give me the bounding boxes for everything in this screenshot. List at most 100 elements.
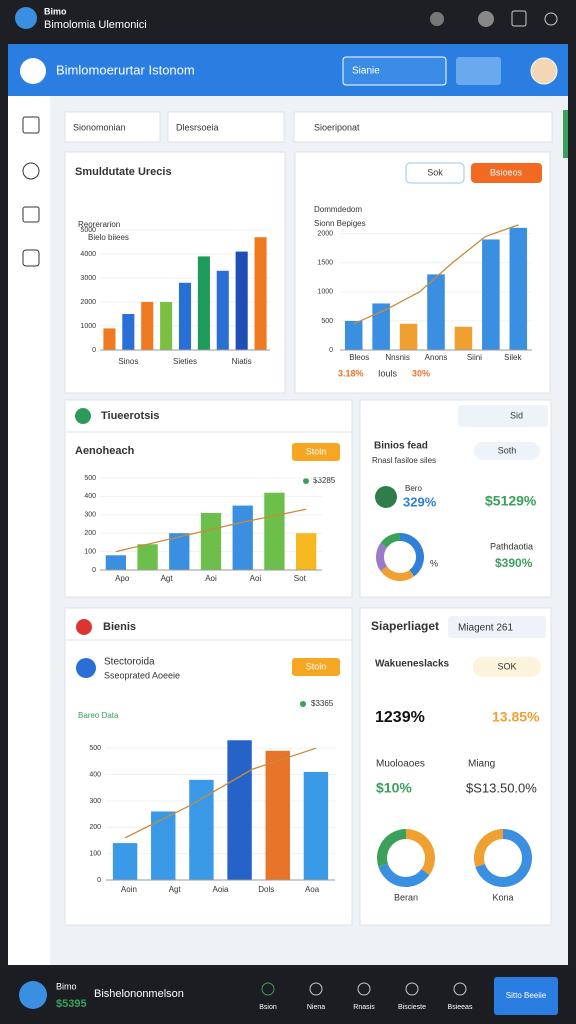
donut-segment bbox=[475, 829, 532, 887]
card bbox=[294, 151, 551, 394]
card-subtitle: Wakueneslacks bbox=[375, 659, 450, 670]
button[interactable] bbox=[405, 162, 465, 184]
search-box[interactable] bbox=[342, 56, 447, 86]
y-tick-label: 200 bbox=[89, 824, 101, 831]
dropdown[interactable] bbox=[458, 405, 548, 427]
donut-label: Beran bbox=[394, 892, 418, 902]
bar bbox=[227, 740, 252, 880]
nav-icon bbox=[309, 982, 323, 996]
tab-icon[interactable] bbox=[511, 10, 527, 27]
legend-dot bbox=[303, 478, 309, 484]
dropdown[interactable] bbox=[167, 111, 285, 143]
x-tick-label: Apo bbox=[115, 574, 130, 583]
dropdown-label: Dlesrsoeia bbox=[176, 122, 219, 132]
x-tick-label: Agt bbox=[161, 574, 174, 583]
action-button[interactable] bbox=[494, 977, 558, 1015]
x-tick-label: Siini bbox=[467, 353, 482, 362]
stat-label: Bero bbox=[405, 484, 422, 493]
button-label: Soth bbox=[498, 445, 517, 455]
footer-value: 3.18% bbox=[338, 368, 364, 378]
y-tick-label: 0 bbox=[97, 877, 101, 884]
x-tick-label: Bleos bbox=[349, 353, 369, 362]
tab[interactable] bbox=[64, 111, 161, 143]
dropdown[interactable] bbox=[448, 616, 546, 638]
stat-label: Miang bbox=[468, 759, 495, 770]
button[interactable] bbox=[292, 658, 340, 676]
button[interactable] bbox=[471, 163, 542, 183]
donut-segment bbox=[376, 542, 388, 572]
y-tick-label: 500 bbox=[84, 475, 96, 482]
bar bbox=[482, 239, 500, 350]
nav-icon[interactable] bbox=[22, 206, 40, 223]
x-tick-label: Aoa bbox=[305, 885, 320, 894]
stat-label: Muoloaoes bbox=[376, 759, 425, 770]
bottom-amount: $5395 bbox=[56, 998, 87, 1010]
bottom-name: Bishelononmelson bbox=[94, 988, 184, 1000]
bar bbox=[216, 270, 229, 350]
avatar[interactable] bbox=[530, 57, 558, 85]
legend-label: $3365 bbox=[311, 699, 334, 708]
bar bbox=[372, 303, 390, 350]
x-tick-label: Aoi bbox=[250, 574, 262, 583]
avatar bbox=[375, 486, 397, 508]
logo bbox=[20, 58, 46, 84]
button[interactable] bbox=[292, 443, 340, 461]
bar bbox=[178, 282, 192, 350]
y-tick-label: 100 bbox=[84, 548, 96, 555]
header-button[interactable] bbox=[456, 57, 501, 85]
donut-segment bbox=[474, 829, 504, 867]
x-tick-label: Aoia bbox=[212, 885, 229, 894]
card-title: Siaperliaget bbox=[371, 619, 439, 633]
donut-segment bbox=[399, 533, 424, 577]
bar bbox=[151, 811, 176, 880]
card-subtitle: Rnasl fasiloe siles bbox=[372, 456, 436, 465]
note: Sseoprated Aoeeie bbox=[104, 670, 180, 680]
legend-label: $3285 bbox=[313, 476, 336, 485]
nav-icon[interactable] bbox=[22, 249, 40, 267]
button-label: Stoin bbox=[306, 446, 327, 456]
stat-value: $S13.50.0% bbox=[466, 780, 537, 795]
search-field[interactable] bbox=[293, 111, 553, 143]
x-tick-label: Sot bbox=[294, 574, 307, 583]
bar bbox=[103, 328, 116, 350]
bar bbox=[427, 274, 445, 350]
nav-icon[interactable] bbox=[22, 162, 40, 180]
nav-icon bbox=[453, 982, 467, 996]
nav-label: Bsion bbox=[259, 1004, 277, 1011]
card-title: Aenoheach bbox=[75, 445, 135, 457]
x-tick-label: Nnsnis bbox=[385, 353, 409, 362]
x-tick-label: Silek bbox=[504, 353, 522, 362]
y-tick-label: 1000 bbox=[80, 323, 96, 330]
bar bbox=[137, 544, 158, 570]
bar bbox=[344, 320, 363, 350]
menu-icon[interactable] bbox=[544, 12, 558, 26]
nav-icon bbox=[261, 982, 275, 996]
donut-segment bbox=[378, 863, 430, 887]
bar bbox=[169, 533, 190, 570]
button-label: Stoin bbox=[306, 661, 327, 671]
y-tick-label: 500 bbox=[321, 318, 333, 325]
y-tick-label: 1000 bbox=[317, 289, 333, 296]
note: Bareo Data bbox=[78, 711, 119, 720]
y-tick-label: 5000 bbox=[80, 227, 96, 234]
footer-value: 30% bbox=[412, 368, 430, 378]
tab-label: Sionomonian bbox=[73, 122, 126, 132]
y-tick-label: 300 bbox=[89, 798, 101, 805]
logo bbox=[19, 981, 47, 1009]
donut-segment bbox=[405, 829, 435, 876]
bar bbox=[200, 512, 222, 570]
account-icon[interactable] bbox=[478, 11, 494, 27]
nav-icon[interactable] bbox=[22, 116, 40, 134]
bar bbox=[122, 314, 135, 350]
search-text: Sianie bbox=[352, 66, 380, 77]
button[interactable] bbox=[473, 657, 541, 677]
button[interactable] bbox=[474, 442, 540, 460]
bar bbox=[197, 256, 210, 350]
bar bbox=[189, 779, 214, 880]
y-tick-label: 0 bbox=[92, 567, 96, 574]
star-icon[interactable] bbox=[430, 12, 444, 26]
dropdown-label: Sid bbox=[510, 410, 523, 420]
bar bbox=[454, 326, 473, 350]
trend-line bbox=[115, 508, 307, 553]
